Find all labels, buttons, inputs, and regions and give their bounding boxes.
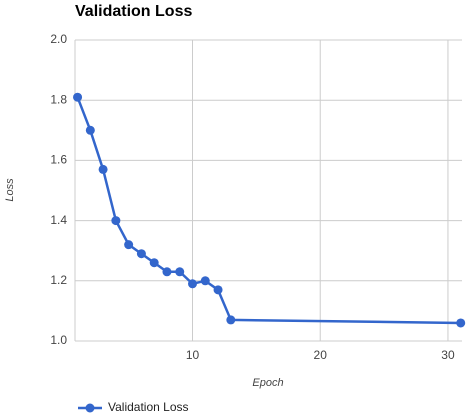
y-tick-label: 1.0 [50,333,67,347]
data-point [73,92,83,102]
y-axis-title: Loss [4,178,16,202]
data-point [85,125,95,135]
data-point [200,276,210,286]
y-tick-label: 2.0 [50,32,67,46]
data-point [175,267,185,277]
data-line [76,96,461,325]
data-point [456,318,466,328]
data-point [226,315,236,325]
data-point [136,249,146,259]
x-tick-label: 20 [314,348,328,362]
x-tick-label: 30 [441,348,455,362]
data-point [124,240,134,250]
x-axis-title: Epoch [252,377,283,389]
data-point [188,279,198,289]
data-point [162,267,172,277]
legend-marker [85,403,95,413]
data-point [149,258,159,268]
y-tick-label: 1.4 [50,213,67,227]
data-point [111,216,121,226]
x-tick-label: 10 [186,348,200,362]
chart-title: Validation Loss [75,3,192,20]
y-tick-label: 1.2 [50,273,67,287]
legend-label: Validation Loss [108,400,189,414]
y-tick-label: 1.6 [50,153,67,167]
y-tick-label: 1.8 [50,92,67,106]
data-point [98,164,108,174]
data-point [213,285,223,295]
